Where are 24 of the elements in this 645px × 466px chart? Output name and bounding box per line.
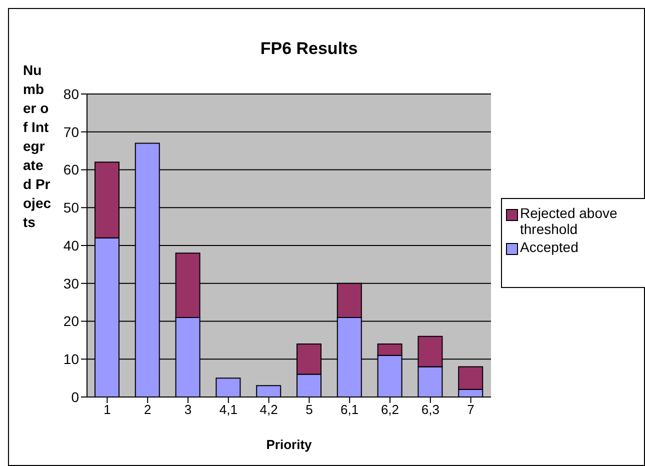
y-tick-label: 50 [63, 200, 80, 216]
y-tick-label: 60 [63, 162, 80, 178]
x-tick-label: 1 [104, 402, 111, 418]
x-tick-label: 7 [467, 402, 474, 418]
x-tick-label: 2 [144, 402, 152, 418]
y-tick-label: 10 [63, 351, 80, 368]
chart-title: FP6 Results [259, 39, 359, 59]
y-tick-label: 30 [63, 275, 80, 292]
legend-label: Accepted [520, 239, 578, 255]
x-tick-label: 4,2 [260, 402, 278, 418]
legend-label: Rejected above threshold [520, 205, 618, 237]
x-tick-label: 4,1 [219, 402, 238, 418]
text: Number of Integrated Projects [23, 62, 52, 230]
y-tick-label: 20 [63, 313, 80, 330]
y-tick-label: 0 [71, 388, 80, 405]
x-tick-label: 3 [184, 402, 192, 418]
y-tick-label: 80 [63, 86, 80, 102]
y-tick-label: 40 [63, 237, 80, 254]
y-tick-label: 70 [63, 124, 80, 140]
x-tick-label: 6,1 [340, 402, 359, 418]
x-tick-label: 6,3 [421, 402, 440, 418]
x-axis-title: Priority [265, 437, 313, 452]
x-tick-label: 6,2 [380, 402, 400, 418]
x-tick-label: 5 [306, 402, 313, 418]
